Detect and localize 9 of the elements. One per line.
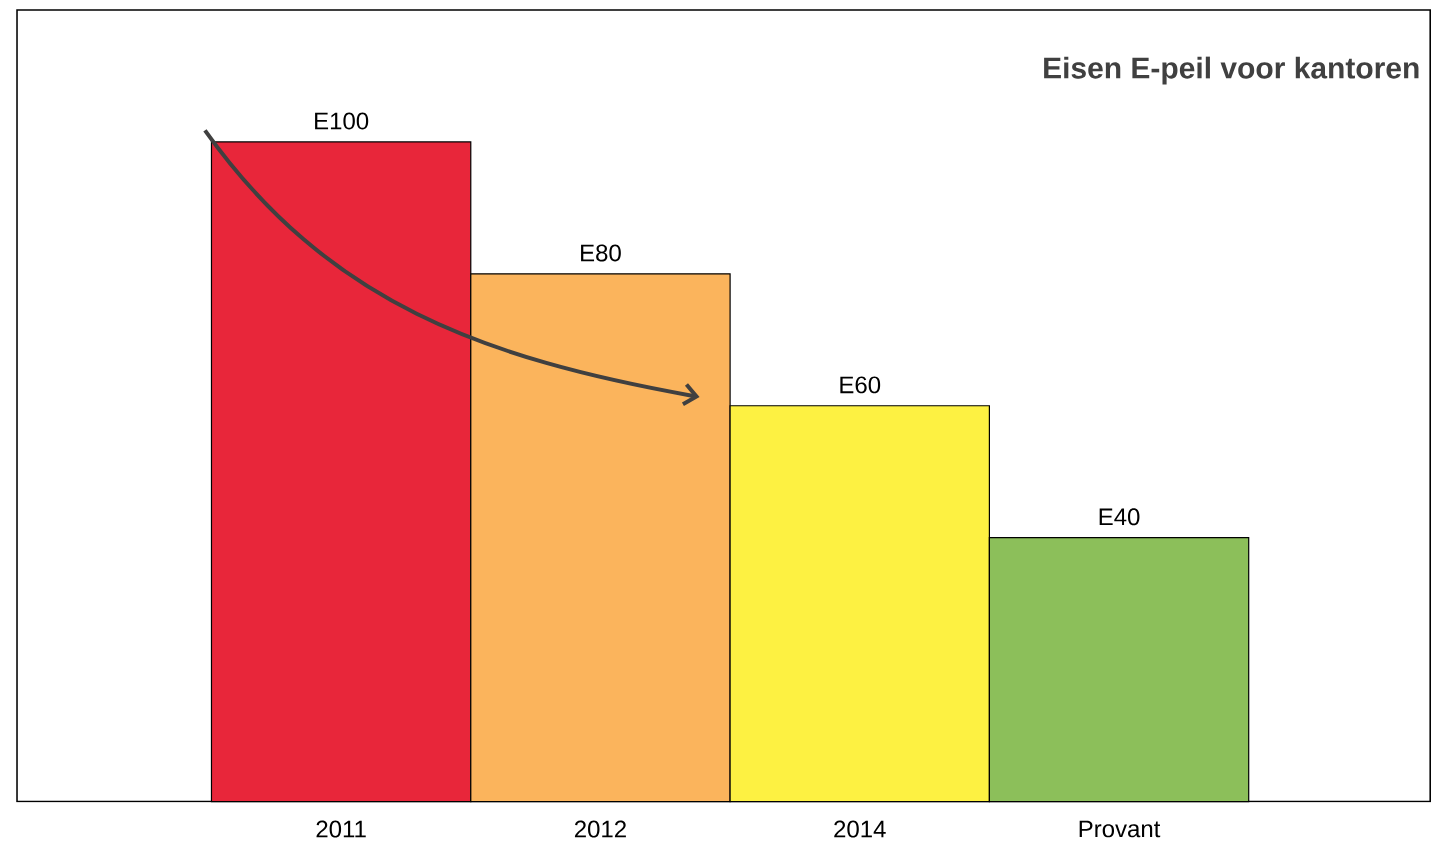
- data-label: E80: [581, 244, 621, 262]
- data-label: E60: [840, 376, 881, 394]
- chart-title: Eisen E-peil voor kantoren: [1044, 56, 1419, 85]
- x-tick-label: 2014: [834, 820, 886, 838]
- x-tick-label: 2011: [316, 820, 366, 838]
- data-label: E40: [1099, 508, 1140, 526]
- x-tick-label: Provant: [1079, 820, 1161, 838]
- x-tick-label: 2012: [574, 820, 626, 838]
- data-label: E100: [315, 112, 369, 130]
